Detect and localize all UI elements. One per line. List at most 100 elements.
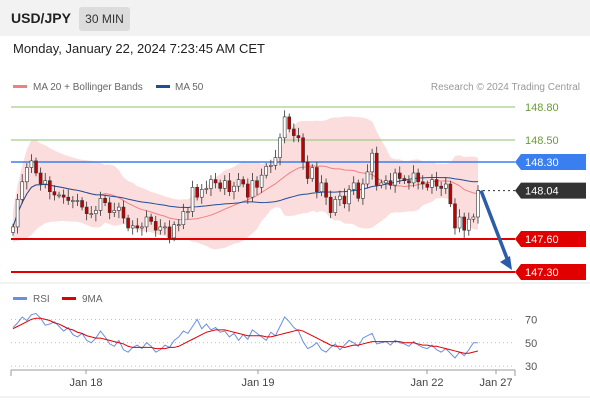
candle (222, 175, 227, 195)
candle (305, 155, 310, 184)
candle-body (250, 180, 255, 198)
level-label-148.30: 148.30 (525, 157, 559, 169)
candle (61, 189, 66, 204)
candle (443, 177, 448, 194)
candle (48, 176, 52, 200)
candle (209, 175, 213, 197)
moving-averages (12, 165, 479, 228)
level-label-148.80: 148.80 (525, 102, 559, 114)
candle-body (232, 185, 236, 192)
rsi-tick-30: 30 (525, 361, 537, 373)
candle-body (112, 210, 117, 213)
candle-body (209, 179, 213, 189)
candle (11, 223, 15, 236)
candle-body (393, 172, 397, 186)
candle (71, 196, 75, 209)
rsi-legend: RSI 9MA (13, 294, 103, 305)
header-bar: USD/JPY 30 MIN (0, 0, 590, 36)
candle (29, 154, 34, 173)
candle-body (338, 195, 342, 200)
candle-body (347, 189, 351, 205)
candle-body (43, 180, 48, 185)
candle-body (94, 210, 98, 214)
candle-body (246, 183, 250, 198)
legend-9ma-swatch (62, 297, 76, 300)
candle-body (292, 128, 296, 136)
x-axis-ticks: Jan 18 Jan 19 Jan 22 Jan 27 (69, 370, 513, 389)
candle (264, 163, 269, 179)
candle-body (384, 180, 388, 184)
candle-body (374, 152, 379, 186)
candle-body (227, 180, 232, 192)
candle (43, 173, 48, 189)
candle (149, 213, 153, 225)
candle-body (144, 216, 149, 228)
candle (411, 165, 416, 188)
candle-body (89, 213, 94, 215)
candle-body (52, 191, 57, 196)
x-tick-label: Jan 27 (479, 377, 512, 389)
candle-body (259, 174, 264, 188)
candle-body (107, 202, 112, 213)
candle (20, 174, 25, 204)
watermark: Research © 2024 Trading Central (431, 82, 580, 93)
candle (163, 222, 167, 235)
candle-body (388, 180, 393, 186)
candle-body (462, 216, 466, 231)
candle-body (241, 179, 245, 185)
candle-body (158, 226, 163, 231)
candle (213, 173, 218, 189)
candle (153, 215, 158, 237)
legend-ma50-label: MA 50 (175, 82, 204, 93)
x-tick-label: Jan 22 (410, 377, 443, 389)
candle (121, 200, 126, 224)
candle-body (416, 172, 420, 183)
main-legend: MA 20 + Bollinger Bands MA 50 (13, 82, 204, 93)
legend-rsi-label: RSI (33, 294, 50, 305)
legend-ma20-label: MA 20 + Bollinger Bands (33, 82, 143, 93)
candle-body (204, 188, 209, 190)
candle-body (140, 226, 144, 229)
candle-body (15, 199, 20, 228)
candle-body (315, 167, 319, 193)
timeframe-button[interactable]: 30 MIN (79, 7, 130, 31)
candle (457, 209, 462, 233)
candle (107, 197, 112, 220)
candle-body (425, 183, 430, 188)
candle-body (361, 183, 365, 199)
candle (232, 181, 236, 200)
candle (374, 146, 379, 191)
candle (181, 203, 186, 230)
candle (98, 191, 103, 216)
candle-body (163, 226, 167, 229)
candle (130, 220, 135, 235)
candle (135, 218, 140, 233)
candle (199, 184, 204, 204)
candle (103, 195, 107, 206)
candle-body (273, 157, 278, 166)
candle-body (269, 165, 273, 167)
candle-body (365, 171, 370, 185)
rsi-line (12, 312, 478, 359)
legend-ma20-swatch (13, 85, 27, 88)
candle-body (457, 216, 462, 229)
candle-body (71, 200, 75, 202)
candle (57, 191, 61, 199)
candle-body (411, 172, 416, 184)
candle (397, 166, 402, 184)
candle-body (324, 182, 328, 198)
candle-body (264, 166, 269, 176)
candle (112, 202, 117, 217)
candle (172, 221, 176, 242)
candle-body (351, 182, 356, 190)
candle-body (117, 206, 121, 211)
candle (407, 175, 411, 190)
candle-body (11, 226, 15, 233)
candle-body (57, 194, 61, 197)
candle (278, 133, 282, 166)
candle (117, 202, 121, 219)
candle (250, 173, 255, 202)
legend-ma50-swatch (156, 85, 170, 88)
candle-body (310, 167, 315, 179)
